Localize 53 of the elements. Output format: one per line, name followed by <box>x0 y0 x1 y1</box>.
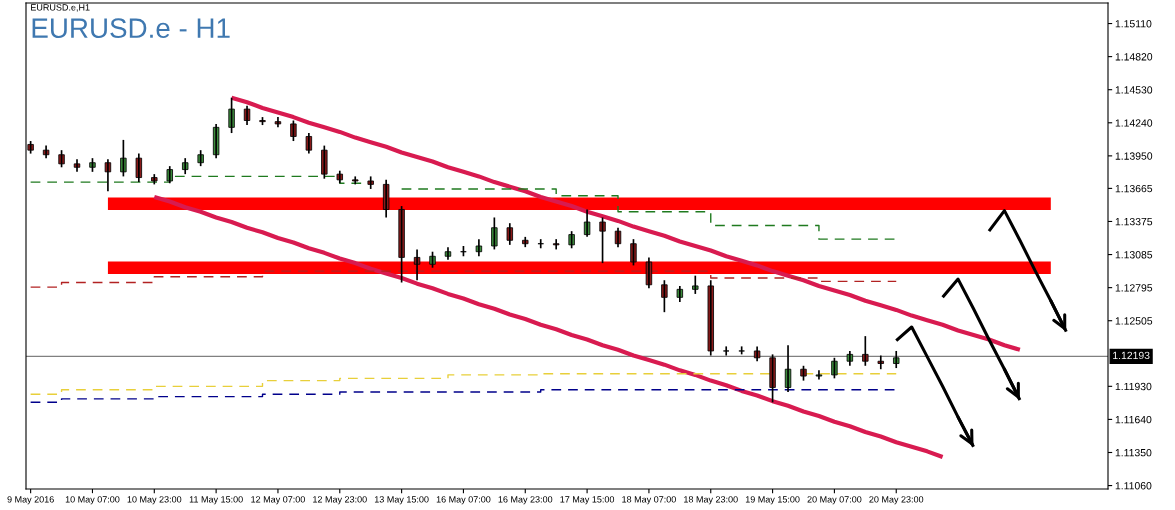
y-tick-label: 1.13085 <box>1115 251 1153 259</box>
x-tick-label: 16 May 23:00 <box>498 496 553 505</box>
candlestick <box>769 353 776 404</box>
candlestick <box>692 274 699 295</box>
y-tick-label: 1.11060 <box>1115 482 1152 490</box>
candlestick <box>599 216 606 264</box>
y-tick-label: 1.14530 <box>1115 86 1153 94</box>
y-tick-label: 1.13375 <box>1115 217 1153 226</box>
y-tick-label: 1.12505 <box>1115 317 1153 325</box>
x-tick-label: 12 May 23:00 <box>313 496 367 505</box>
x-tick-label: 13 May 15:00 <box>374 496 429 505</box>
line-series <box>152 194 945 460</box>
line-series <box>229 95 1022 352</box>
x-tick-label: 10 May 23:00 <box>127 496 182 505</box>
x-tick-label: 20 May 23:00 <box>869 496 924 505</box>
x-tick-label: 20 May 07:00 <box>807 496 862 505</box>
y-tick-label: 1.14240 <box>1115 119 1153 127</box>
candlestick <box>831 356 838 380</box>
y-tick-label: 1.11350 <box>1115 448 1152 457</box>
line-series <box>941 277 1022 402</box>
x-tick-label: 17 May 15:00 <box>560 496 615 505</box>
y-tick-label: 1.11930 <box>1115 382 1152 391</box>
candlestick <box>630 238 637 267</box>
candlestick <box>290 119 297 142</box>
x-tick-label: 16 May 07:00 <box>436 496 491 505</box>
candlestick <box>491 216 498 251</box>
x-tick-label: 18 May 23:00 <box>684 496 738 505</box>
line-series <box>987 209 1068 334</box>
y-tick-label: 1.15110 <box>1115 20 1152 28</box>
y-tick-label: 1.11640 <box>1115 415 1152 424</box>
x-tick-label: 9 May 2016 <box>7 496 54 505</box>
candlestick <box>228 96 235 134</box>
candlestick <box>352 175 359 186</box>
y-tick-label: 1.13665 <box>1115 184 1153 193</box>
y-tick-label: 1.12795 <box>1115 284 1153 292</box>
x-tick-label: 11 May 15:00 <box>189 496 243 505</box>
x-tick-label: 19 May 15:00 <box>745 496 800 505</box>
y-tick-label: 1.14820 <box>1115 53 1153 61</box>
candlestick <box>398 205 405 284</box>
annotation: EURUSD.e,H1 <box>31 4 90 12</box>
x-tick-label: 10 May 07:00 <box>65 496 120 505</box>
candlestick <box>120 139 127 178</box>
candlestick <box>815 369 823 381</box>
x-tick-label: 12 May 07:00 <box>251 496 305 505</box>
ref-line-label: 1.12193 <box>1113 351 1150 360</box>
candlestick <box>661 279 668 314</box>
x-tick-label: 18 May 07:00 <box>622 496 676 505</box>
line-series <box>894 325 976 449</box>
candlestick <box>552 238 560 251</box>
candlestick <box>367 175 374 190</box>
candlestick <box>151 173 158 186</box>
y-tick-label: 1.13950 <box>1115 152 1153 160</box>
chart-title: EURUSD.e - H1 <box>32 18 230 38</box>
